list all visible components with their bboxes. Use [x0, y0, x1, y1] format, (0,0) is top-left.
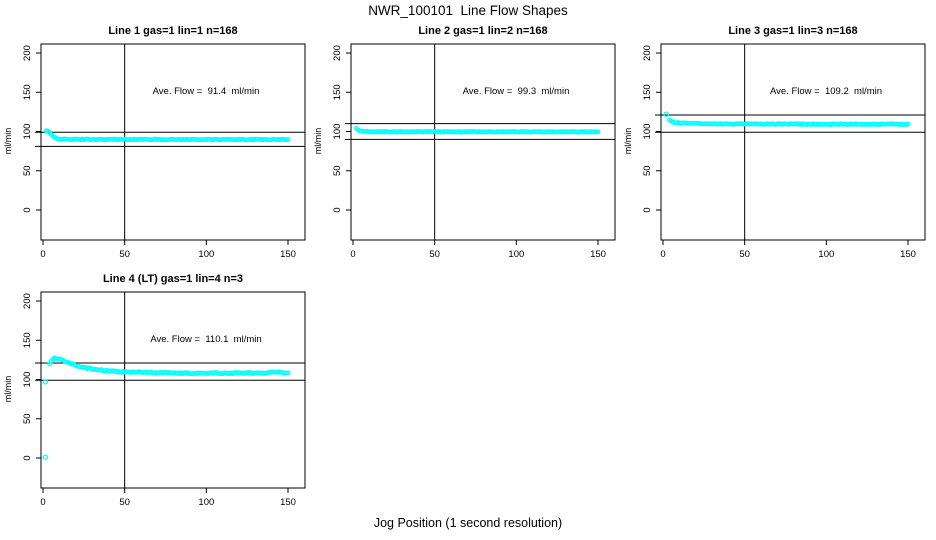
x-ticks: 0 50 100 150 — [660, 240, 916, 260]
y-tick-label: 0 — [642, 207, 653, 212]
axis-box — [40, 291, 306, 489]
y-tick-label: 0 — [22, 207, 33, 212]
x-tick-label: 50 — [739, 249, 750, 260]
figure-x-axis-label: Jog Position (1 second resolution) — [373, 516, 563, 530]
y-tick-label: 200 — [642, 45, 653, 61]
x-tick-label: 150 — [590, 249, 606, 260]
ref-lines — [35, 131, 305, 147]
x-tick-label: 100 — [508, 249, 524, 260]
y-tick-label: 50 — [332, 165, 343, 176]
panel-line-3: Line 3 gas=1 lin=3 n=168 ml/min 0 50 100 15… — [620, 20, 936, 268]
y-tick-label: 100 — [22, 372, 33, 388]
y-ticks: 0 50 100 150 200 — [642, 45, 661, 213]
panel-line-4: Line 4 (LT) gas=1 lin=4 n=3 ml/min 0 50 10… — [0, 268, 316, 516]
ave-flow-annotation: Ave. Flow = 109.2 ml/min — [769, 86, 883, 97]
x-tick-label: 150 — [900, 249, 916, 260]
panel-title: Line 4 (LT) gas=1 lin=4 n=3 — [102, 273, 244, 285]
x-tick-label: 150 — [280, 249, 296, 260]
y-tick-label: 50 — [22, 165, 33, 176]
ref-lines — [35, 362, 305, 381]
ref-lines — [655, 114, 925, 133]
ave-flow-annotation: Ave. Flow = 110.1 ml/min — [150, 334, 262, 345]
x-tick-label: 50 — [119, 497, 130, 508]
y-tick-label: 100 — [22, 124, 33, 140]
plot-area: 0 50 100 150 0 50 100 150 200 — [22, 291, 306, 508]
y-tick-label: 150 — [22, 332, 33, 348]
axis-box — [350, 43, 616, 241]
x-tick-label: 150 — [280, 497, 296, 508]
panel-line-2: Line 2 gas=1 lin=2 n=168 ml/min 0 50 100 15… — [310, 20, 626, 268]
y-tick-label: 100 — [642, 124, 653, 140]
ave-flow-annotation: Ave. Flow = 99.3 ml/min — [462, 86, 570, 97]
y-tick-label: 100 — [332, 124, 343, 140]
y-tick-label: 0 — [22, 455, 33, 460]
x-tick-label: 0 — [40, 497, 45, 508]
outlier-points — [42, 379, 49, 460]
y-tick-label: 150 — [22, 84, 33, 100]
ref-lines — [345, 123, 615, 140]
y-tick-label: 50 — [22, 413, 33, 424]
x-tick-label: 50 — [429, 249, 440, 260]
x-tick-label: 100 — [198, 497, 214, 508]
plot-area: 0 50 100 150 0 50 100 150 200 — [642, 43, 926, 260]
outlier-points — [663, 111, 669, 117]
x-ticks: 0 50 100 150 — [40, 240, 296, 260]
y-ticks: 0 50 100 150 200 — [22, 293, 41, 461]
panel-title: Line 1 gas=1 lin=1 n=168 — [108, 25, 238, 37]
x-ticks: 0 50 100 150 — [40, 488, 296, 508]
y-tick-label: 150 — [332, 84, 343, 100]
plot-area: 0 50 100 150 0 50 100 150 200 — [22, 43, 306, 260]
y-tick-label: 200 — [22, 45, 33, 61]
x-tick-label: 100 — [198, 249, 214, 260]
data-points — [47, 355, 291, 377]
y-ticks: 0 50 100 150 200 — [332, 45, 351, 213]
y-tick-label: 50 — [642, 165, 653, 176]
x-tick-label: 50 — [119, 249, 130, 260]
axis-box — [660, 43, 926, 241]
plot-area: 0 50 100 150 0 50 100 150 200 — [332, 43, 616, 260]
x-tick-label: 0 — [660, 249, 665, 260]
ave-flow-annotation: Ave. Flow = 91.4 ml/min — [152, 86, 260, 97]
data-points — [667, 117, 911, 128]
data-points — [353, 125, 601, 135]
y-tick-label: 200 — [332, 45, 343, 61]
y-ticks: 0 50 100 150 200 — [22, 45, 41, 213]
y-tick-label: 150 — [642, 84, 653, 100]
x-ticks: 0 50 100 150 — [350, 240, 606, 260]
panel-line-1: Line 1 gas=1 lin=1 n=168 ml/min 0 50 100 15… — [0, 20, 316, 268]
x-tick-label: 100 — [818, 249, 834, 260]
panel-title: Line 2 gas=1 lin=2 n=168 — [418, 25, 548, 37]
x-tick-label: 0 — [350, 249, 355, 260]
y-tick-label: 200 — [22, 293, 33, 309]
x-tick-label: 0 — [40, 249, 45, 260]
figure-title: NWR_100101 Line Flow Shapes — [368, 3, 568, 18]
axis-box — [40, 43, 306, 241]
data-points — [43, 128, 291, 143]
panel-title: Line 3 gas=1 lin=3 n=168 — [728, 25, 858, 37]
y-tick-label: 0 — [332, 207, 343, 212]
